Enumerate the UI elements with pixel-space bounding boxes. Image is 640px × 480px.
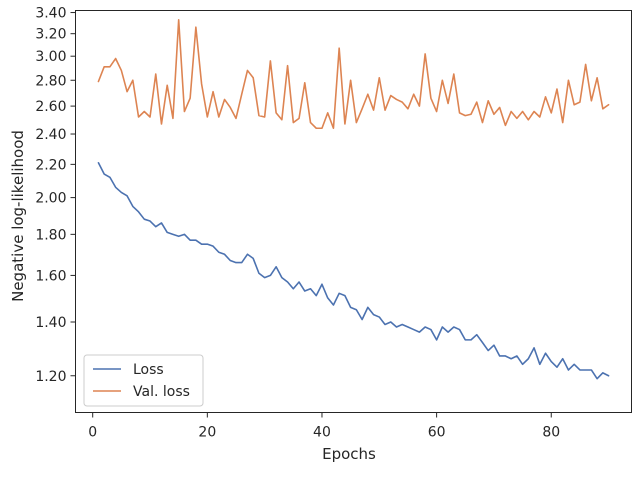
x-axis: 0 20 40 60 80 [88, 412, 560, 441]
legend-label-val-loss: Val. loss [133, 384, 190, 400]
y-tick-label: 3.40 [35, 6, 66, 22]
legend: Loss Val. loss [83, 354, 204, 407]
legend-label-loss: Loss [133, 362, 164, 378]
y-tick-label: 1.80 [35, 227, 66, 243]
y-axis: 1.20 1.40 1.60 1.80 2.00 2.20 2.40 2.60 2.80 3.00… [35, 6, 76, 385]
y-tick-label: 1.60 [35, 268, 66, 284]
plot-frame [75, 10, 632, 413]
y-tick-label: 2.00 [35, 191, 66, 207]
y-tick-label: 3.20 [35, 27, 66, 43]
x-axis-label: Epochs [322, 445, 376, 463]
x-tick-label: 20 [198, 425, 216, 441]
y-tick-label: 2.40 [35, 127, 66, 143]
y-tick-label: 3.00 [35, 49, 66, 65]
y-tick-label: 1.40 [35, 315, 66, 331]
legend-box [83, 354, 204, 407]
x-tick-label: 80 [542, 425, 560, 441]
y-tick-label: 2.80 [35, 73, 66, 89]
x-tick-label: 0 [88, 425, 97, 441]
y-tick-label: 2.20 [35, 157, 66, 173]
y-tick-label: 2.60 [35, 99, 66, 115]
series-line-val-loss [97, 18, 610, 130]
series-layer [97, 18, 610, 380]
y-tick-label: 1.20 [35, 369, 66, 385]
x-tick-label: 40 [313, 425, 331, 441]
series-line-loss [97, 161, 610, 380]
x-tick-label: 60 [428, 425, 446, 441]
y-axis-label: Negative log-likelihood [9, 130, 27, 302]
